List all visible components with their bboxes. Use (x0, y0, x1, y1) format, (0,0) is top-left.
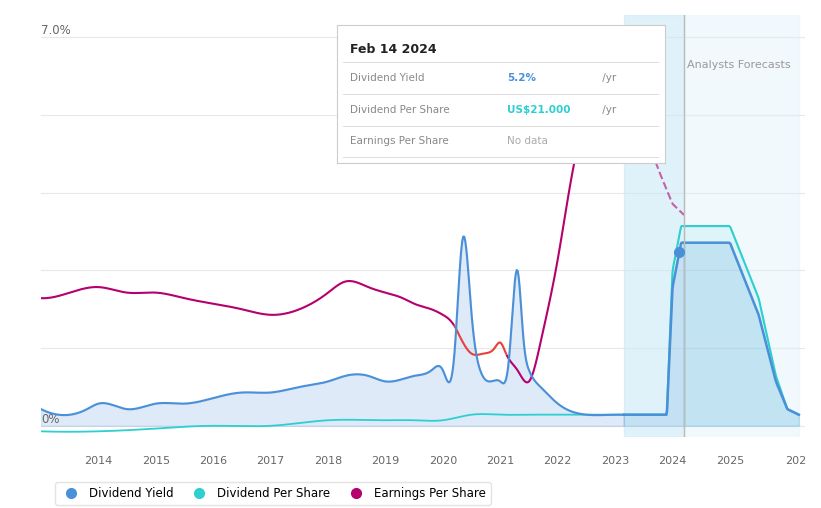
Text: 7.0%: 7.0% (41, 24, 71, 38)
Text: 2017: 2017 (256, 456, 285, 466)
Text: 2023: 2023 (601, 456, 629, 466)
Text: Dividend Per Share: Dividend Per Share (350, 105, 449, 115)
Bar (684, 15, 799, 437)
Text: Feb 14 2024: Feb 14 2024 (350, 43, 437, 56)
Text: Past: Past (626, 59, 649, 70)
Text: No data: No data (507, 136, 548, 146)
Text: 2016: 2016 (200, 456, 227, 466)
Text: 5.2%: 5.2% (507, 73, 536, 83)
Text: 2021: 2021 (486, 456, 515, 466)
Text: 2022: 2022 (544, 456, 572, 466)
Text: Analysts Forecasts: Analysts Forecasts (687, 59, 791, 70)
Text: Dividend Yield: Dividend Yield (350, 73, 424, 83)
Bar (624, 15, 684, 437)
Text: US$21.000: US$21.000 (507, 105, 571, 115)
Text: 2015: 2015 (142, 456, 170, 466)
Text: 2025: 2025 (716, 456, 744, 466)
Text: 2024: 2024 (658, 456, 686, 466)
Legend: Dividend Yield, Dividend Per Share, Earnings Per Share: Dividend Yield, Dividend Per Share, Earn… (54, 482, 490, 505)
Text: 2019: 2019 (371, 456, 400, 466)
Text: 2018: 2018 (314, 456, 342, 466)
Text: Earnings Per Share: Earnings Per Share (350, 136, 448, 146)
Text: 2020: 2020 (429, 456, 457, 466)
Text: /yr: /yr (599, 73, 617, 83)
Text: 0%: 0% (41, 413, 60, 426)
Text: 2014: 2014 (85, 456, 112, 466)
Text: 202: 202 (786, 456, 806, 466)
Text: /yr: /yr (599, 105, 617, 115)
